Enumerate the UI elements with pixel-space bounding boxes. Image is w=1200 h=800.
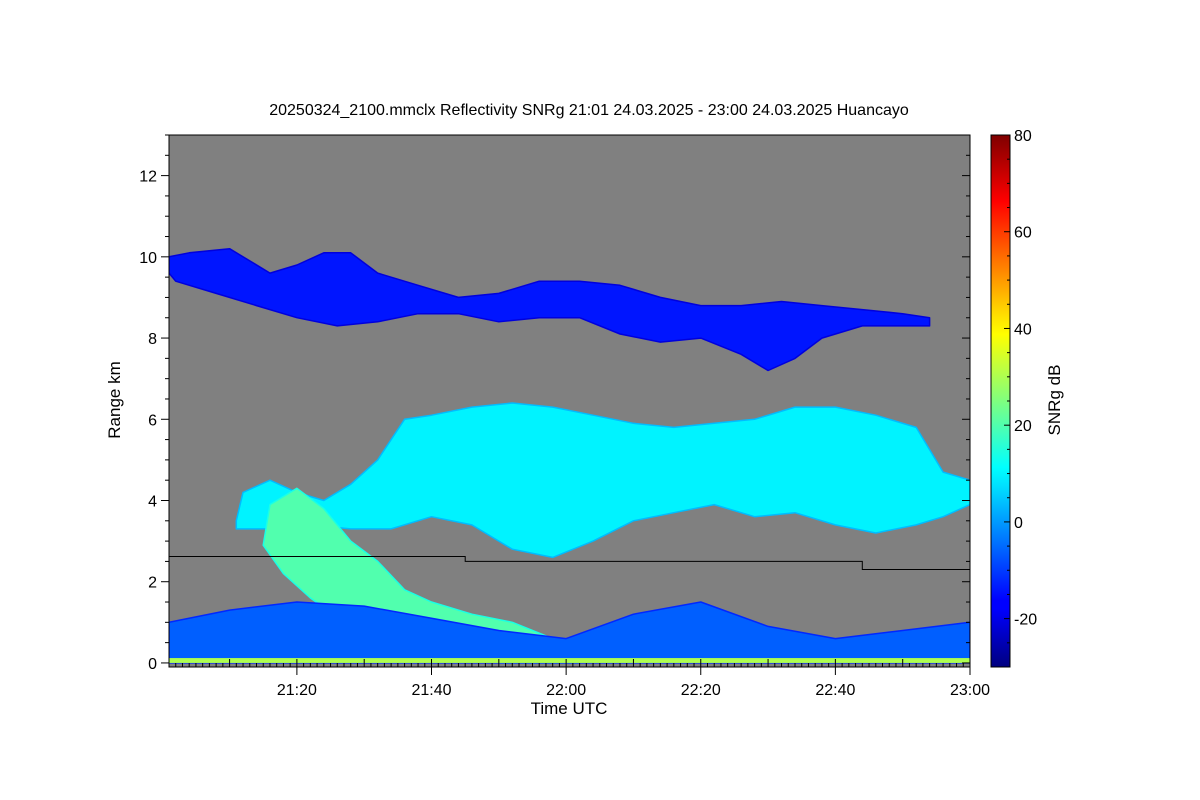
colorbar-tick-label: 40 xyxy=(1014,321,1032,338)
x-axis: 21:20 21:40 22:00 22:20 22:40 23:00 xyxy=(168,659,990,699)
x-tick-label: 23:00 xyxy=(950,682,990,699)
colorbar-tick-label: 20 xyxy=(1014,418,1032,435)
x-tick-label: 22:00 xyxy=(546,682,586,699)
echo-layers xyxy=(169,247,970,664)
x-tick-label: 22:20 xyxy=(681,682,721,699)
y-tick-label: 10 xyxy=(139,250,157,267)
x-tick-label: 22:40 xyxy=(815,682,855,699)
colorbar-tick-label: -20 xyxy=(1014,612,1037,629)
y-tick-label: 4 xyxy=(148,493,157,510)
x-tick-label: 21:20 xyxy=(277,682,317,699)
surface-echo-band xyxy=(169,658,970,663)
colorbar-tick-label: 60 xyxy=(1014,225,1032,242)
colorbar-label: SNRg dB xyxy=(1045,365,1064,436)
y-tick-label: 6 xyxy=(148,412,157,429)
plot-frame xyxy=(168,134,971,668)
plot-background xyxy=(169,135,970,667)
plot-area xyxy=(168,134,971,668)
boundary_layer_echo-echo xyxy=(169,601,970,664)
reference-line xyxy=(169,556,970,570)
colorbar: -20 0 20 40 60 80 xyxy=(990,128,1037,668)
x-tick-label: 21:40 xyxy=(411,682,451,699)
colorbar-ticks: -20 0 20 40 60 80 xyxy=(1004,128,1037,668)
cirrus-echo xyxy=(169,247,931,372)
y-tick-label: 0 xyxy=(148,656,157,673)
chart-title: 20250324_2100.mmclx Reflectivity SNRg 21… xyxy=(269,102,909,119)
y-axis: 0 2 4 6 8 10 12 xyxy=(139,134,970,673)
y-tick-label: 12 xyxy=(139,169,157,186)
y-tick-label: 2 xyxy=(148,575,157,592)
x-axis-label: Time UTC xyxy=(531,699,608,718)
y-axis-label: Range km xyxy=(105,361,124,438)
colorbar-tick-label: 80 xyxy=(1014,128,1032,145)
y-tick-label: 8 xyxy=(148,331,157,348)
mid_level_cloud-echo xyxy=(235,402,970,559)
colorbar-tick-label: 0 xyxy=(1014,515,1023,532)
